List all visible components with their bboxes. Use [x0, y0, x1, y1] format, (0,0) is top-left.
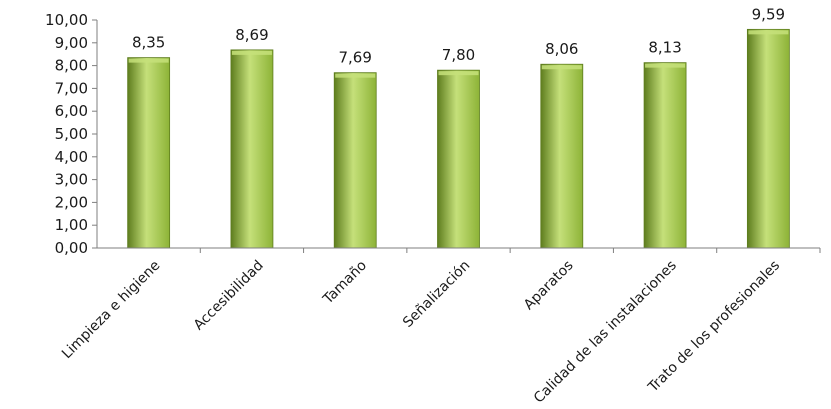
- y-tick-label: 5,00: [55, 125, 88, 143]
- y-tick-label: 6,00: [55, 102, 88, 120]
- bar-top-highlight: [231, 50, 272, 55]
- bar-top-highlight: [438, 71, 479, 76]
- bar: [230, 49, 274, 249]
- bar: [643, 62, 687, 249]
- bar-top-highlight: [645, 63, 686, 68]
- data-label: 7,80: [442, 46, 475, 64]
- y-tick-label: 4,00: [55, 148, 88, 166]
- x-tick-label: Tamaño: [320, 258, 371, 309]
- data-label: 8,06: [545, 40, 578, 58]
- y-tick-label: 8,00: [55, 57, 88, 75]
- x-tick-label: Limpieza e higiene: [59, 258, 164, 363]
- data-label: 8,35: [132, 34, 165, 52]
- y-tick-label: 3,00: [55, 171, 88, 189]
- bar-top-highlight: [335, 73, 376, 78]
- y-tick-label: 0,00: [55, 239, 88, 257]
- x-tick-label: Señalización: [400, 258, 473, 331]
- bar-top-highlight: [748, 30, 789, 35]
- data-label: 9,59: [752, 5, 785, 23]
- bar-top-highlight: [128, 58, 169, 63]
- bar-top-highlight: [541, 65, 582, 70]
- y-tick-label: 9,00: [55, 34, 88, 52]
- bar: [127, 57, 171, 249]
- bar: [437, 69, 480, 249]
- data-label: 8,69: [235, 26, 268, 44]
- bar: [746, 28, 790, 249]
- y-tick-label: 2,00: [55, 193, 88, 211]
- bars: [127, 28, 790, 249]
- data-label: 8,13: [648, 39, 681, 57]
- y-tick-label: 7,00: [55, 79, 88, 97]
- bar: [540, 63, 584, 249]
- x-tick-label: Accesibilidad: [191, 258, 267, 334]
- bar: [333, 72, 377, 249]
- y-tick-label: 10,00: [45, 11, 88, 29]
- x-axis-ticks: Limpieza e higiene Accesibilidad Tamaño Señ…: [59, 248, 821, 406]
- data-labels: 8,35 8,69 7,69 7,80 8,06 8,13 9,59: [132, 5, 785, 66]
- data-label: 7,69: [339, 49, 372, 67]
- y-axis-ticks: 0,00 1,00 2,00 3,00 4,00 5,00 6,00 7,00 8,00 9,00…: [45, 11, 97, 257]
- y-tick-label: 1,00: [55, 216, 88, 234]
- x-tick-label: Aparatos: [521, 258, 577, 314]
